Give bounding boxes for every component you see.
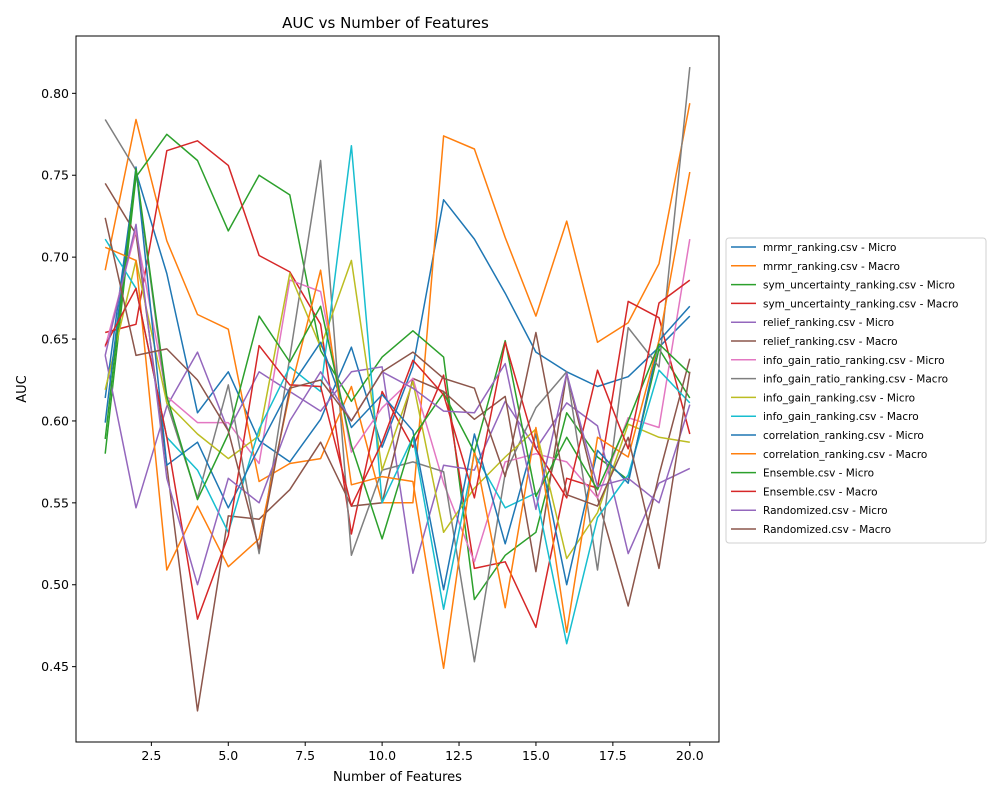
series-line-14 bbox=[104, 279, 691, 620]
legend-entry: sym_uncertainty_ranking.csv - Macro bbox=[763, 298, 959, 310]
legend-entry: relief_ranking.csv - Macro bbox=[763, 336, 898, 348]
y-tick-label: 0.70 bbox=[41, 250, 69, 265]
chart-title: AUC vs Number of Features bbox=[282, 14, 489, 32]
x-axis-label: Number of Features bbox=[333, 770, 462, 785]
x-tick-label: 20.0 bbox=[676, 748, 704, 763]
legend-entry: info_gain_ratio_ranking.csv - Micro bbox=[763, 355, 945, 367]
legend-entry: info_gain_ranking.csv - Micro bbox=[763, 392, 915, 404]
series-line-11 bbox=[104, 166, 691, 591]
legend-box bbox=[725, 237, 987, 544]
series-line-7 bbox=[104, 230, 691, 563]
y-tick-label: 0.55 bbox=[41, 495, 69, 510]
y-tick-label: 0.60 bbox=[41, 413, 69, 428]
series-line-16 bbox=[104, 217, 691, 570]
legend-entry: Ensemble.csv - Macro bbox=[763, 486, 878, 498]
legend-entry: correlation_ranking.csv - Micro bbox=[763, 430, 924, 442]
series-line-4 bbox=[105, 140, 691, 629]
series-line-2 bbox=[104, 103, 691, 504]
x-axis: 2.5 5.0 7.5 10.0 12.5 15.0 17.5 20.0 bbox=[141, 742, 704, 763]
legend-entry: Randomized.csv - Micro bbox=[763, 505, 888, 517]
series-line-6 bbox=[104, 183, 691, 712]
series-line-9 bbox=[104, 259, 690, 560]
y-tick-label: 0.50 bbox=[41, 577, 69, 592]
legend: mrmr_ranking.csv - Micro mrmr_ranking.csv… bbox=[725, 237, 987, 544]
legend-entry: mrmr_ranking.csv - Macro bbox=[763, 261, 900, 273]
plot-frame bbox=[75, 35, 720, 743]
x-tick-label: 2.5 bbox=[141, 748, 161, 763]
series-line-10 bbox=[104, 144, 691, 645]
y-tick-label: 0.80 bbox=[41, 86, 69, 101]
legend-entry: Ensemble.csv - Micro bbox=[763, 468, 874, 480]
legend-entry: mrmr_ranking.csv - Micro bbox=[763, 242, 896, 254]
legend-entry: sym_uncertainty_ranking.csv - Micro bbox=[763, 280, 955, 292]
series-line-13 bbox=[104, 167, 691, 540]
series-line-3 bbox=[104, 133, 691, 601]
x-tick-label: 10.0 bbox=[368, 748, 396, 763]
legend-entry: relief_ranking.csv - Micro bbox=[763, 317, 894, 329]
series-line-15 bbox=[104, 223, 691, 586]
x-tick-label: 5.0 bbox=[218, 748, 238, 763]
plot-lines bbox=[104, 67, 691, 712]
y-axis: 0.45 0.50 0.55 0.60 0.65 0.70 0.75 0.80 bbox=[41, 86, 76, 674]
legend-entry: correlation_ranking.csv - Macro bbox=[763, 449, 927, 461]
x-tick-label: 15.0 bbox=[522, 748, 550, 763]
legend-entry: Randomized.csv - Macro bbox=[763, 524, 891, 536]
y-axis-label: AUC bbox=[15, 375, 30, 403]
legend-entry: info_gain_ratio_ranking.csv - Macro bbox=[763, 374, 948, 386]
y-tick-label: 0.45 bbox=[41, 659, 69, 674]
y-tick-label: 0.75 bbox=[41, 168, 69, 183]
x-tick-label: 17.5 bbox=[599, 748, 627, 763]
x-tick-label: 12.5 bbox=[445, 748, 473, 763]
legend-entry: info_gain_ranking.csv - Macro bbox=[763, 411, 919, 423]
x-tick-label: 7.5 bbox=[295, 748, 315, 763]
series-line-1 bbox=[104, 171, 691, 463]
y-tick-label: 0.65 bbox=[41, 332, 69, 347]
